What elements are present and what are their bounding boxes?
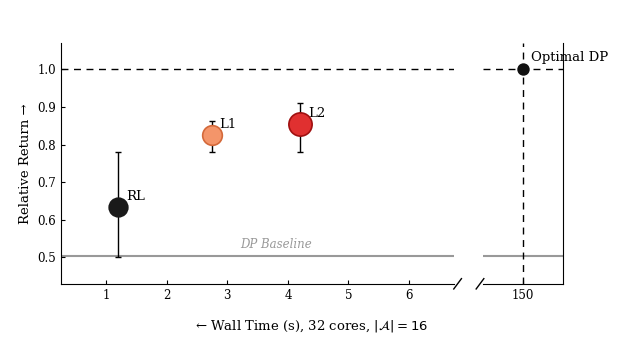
Text: RL: RL	[126, 190, 145, 203]
Point	[207, 132, 218, 138]
Point	[295, 121, 305, 127]
Text: DP Baseline: DP Baseline	[240, 238, 312, 251]
Y-axis label: Relative Return →: Relative Return →	[19, 103, 31, 224]
Text: L1: L1	[220, 118, 237, 131]
Point	[518, 67, 528, 72]
Text: L2: L2	[308, 107, 325, 120]
Text: Optimal DP: Optimal DP	[531, 51, 608, 64]
Text: ← Wall Time (s), 32 cores, $|\mathcal{A}| = 16$: ← Wall Time (s), 32 cores, $|\mathcal{A}…	[195, 318, 429, 334]
Point	[113, 204, 124, 209]
